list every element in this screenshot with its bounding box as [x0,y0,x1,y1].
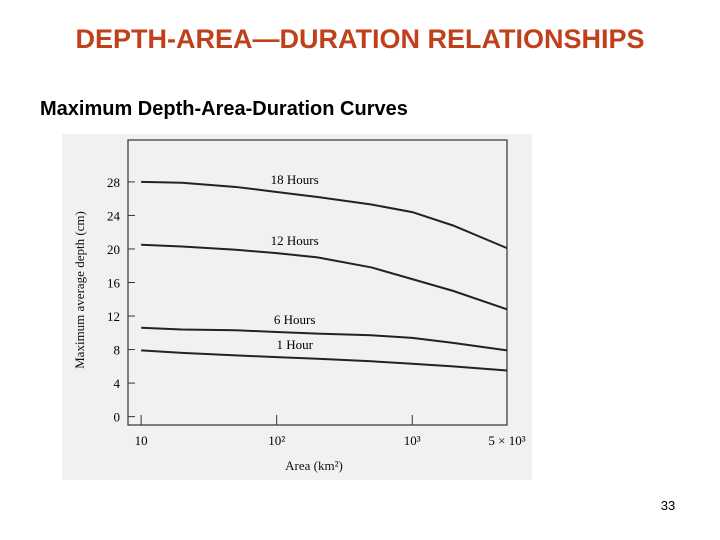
series-line [141,180,508,250]
series-label: 12 Hours [271,233,319,248]
series-line [141,243,508,311]
y-tick-label: 28 [107,175,120,190]
y-tick-label: 24 [107,208,121,223]
series-label: 1 Hour [276,337,313,352]
series-line [141,326,508,352]
slide-title: DEPTH-AREA—DURATION RELATIONSHIPS [75,24,644,54]
y-tick-label: 0 [114,410,121,425]
y-tick-label: 16 [107,276,121,291]
x-tick-label: 5 × 10³ [488,433,525,448]
x-tick-label: 10 [135,433,148,448]
x-axis-label: Area (km²) [285,458,343,473]
y-tick-label: 8 [114,343,121,358]
y-axis-label: Maximum average depth (cm) [72,211,87,369]
slide-subtitle: Maximum Depth-Area-Duration Curves [40,98,408,120]
x-tick-label: 10³ [404,433,421,448]
y-tick-label: 12 [107,309,120,324]
y-tick-label: 4 [114,376,121,391]
chart-background [62,134,532,480]
series-label: 18 Hours [271,172,319,187]
series-line [141,349,508,372]
y-tick-label: 20 [107,242,120,257]
page-number: 33 [661,498,675,513]
x-tick-label: 10² [268,433,285,448]
series-label: 6 Hours [274,312,316,327]
